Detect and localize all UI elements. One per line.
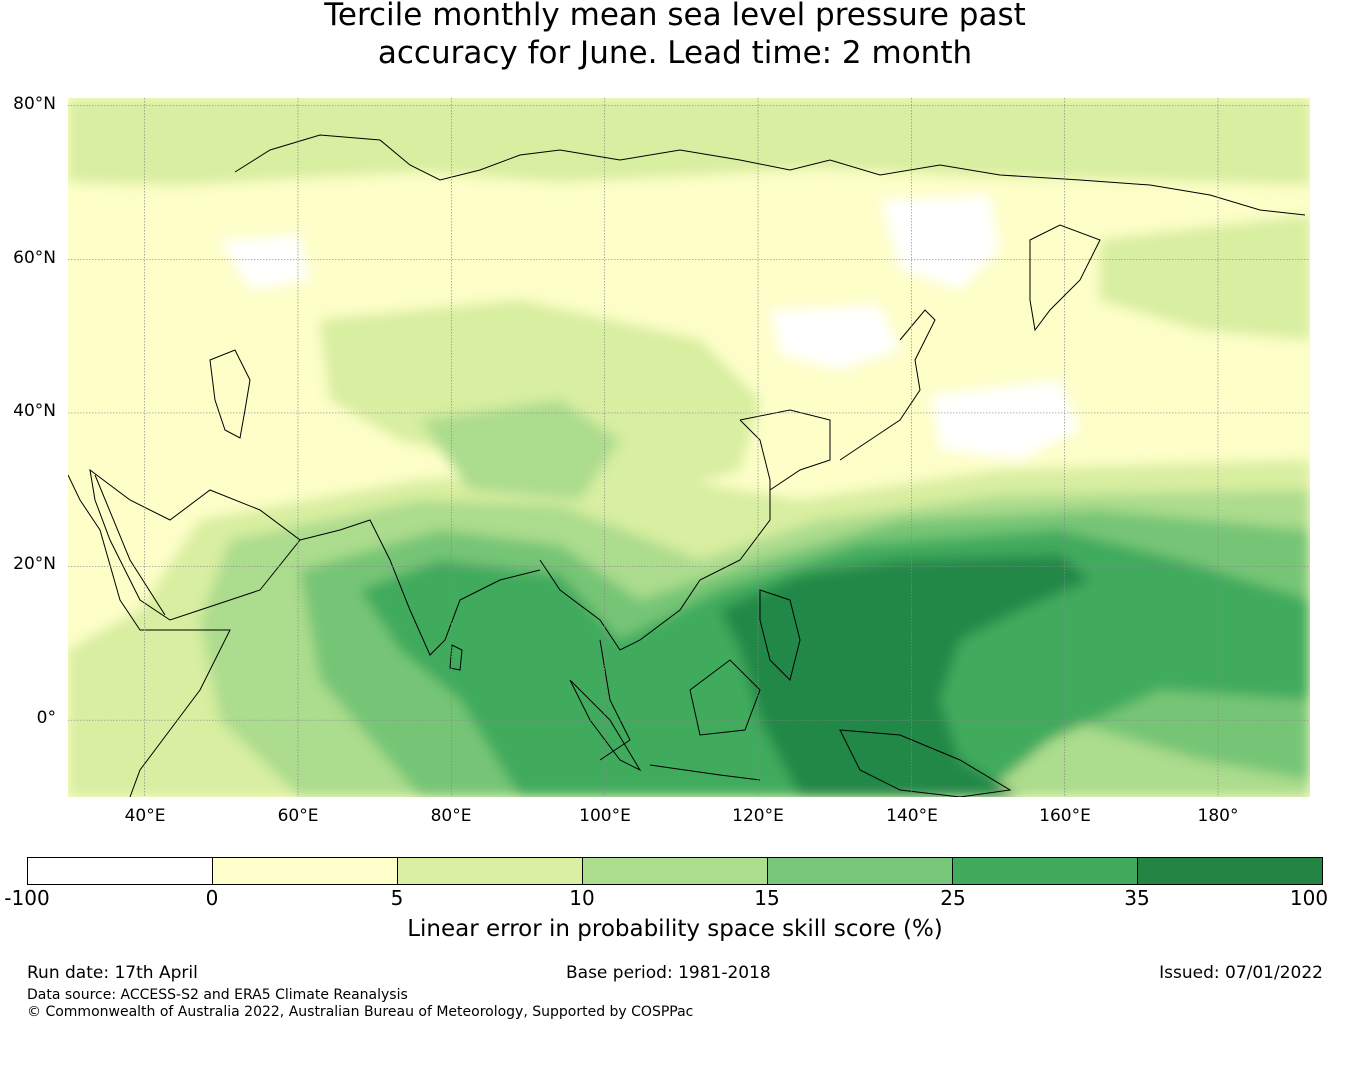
- chart-title-line-1: Tercile monthly mean sea level pressure …: [324, 0, 1026, 33]
- region-white-pacific: [930, 380, 1080, 460]
- colorbar-tick: 100: [1289, 886, 1329, 910]
- colorbar-segment: [583, 858, 768, 884]
- colorbar-segment: [953, 858, 1138, 884]
- coastline-japan: [839, 309, 936, 461]
- skill-score-map: [68, 98, 1310, 797]
- chart-title-line-2: accuracy for June. Lead time: 2 month: [377, 35, 973, 71]
- coastline-arctic: [234, 134, 1306, 216]
- issued-date: Issued: 07/01/2022: [1159, 963, 1323, 983]
- colorbar-tick: 0: [205, 886, 219, 910]
- coastline-china-east: [739, 409, 831, 491]
- colorbar-segment: [213, 858, 398, 884]
- coastline-sumatra: [569, 679, 642, 772]
- coastline-borneo: [689, 659, 761, 736]
- colorbar-tick: 25: [940, 886, 966, 910]
- coastline-india: [299, 519, 541, 656]
- lat-label-20n: 20°N: [13, 554, 56, 574]
- colorbar-tick: 10: [569, 886, 595, 910]
- colorbar-label: Linear error in probability space skill …: [407, 916, 943, 942]
- run-date: Run date: 17th April: [27, 963, 198, 983]
- colorbar-tick: -100: [4, 886, 50, 910]
- coastline-red-sea: [94, 474, 166, 616]
- lon-label-80e: 80°E: [430, 806, 472, 826]
- coastline-caspian: [209, 349, 251, 439]
- coastline-kamchatka: [1029, 224, 1101, 332]
- coastline-philippines: [759, 589, 801, 681]
- region-white-west: [220, 235, 310, 290]
- coastline-new-guinea: [839, 729, 1012, 797]
- lon-label-100e: 100°E: [579, 806, 631, 826]
- data-source: Data source: ACCESS-S2 and ERA5 Climate …: [27, 987, 408, 1003]
- coastline-sri-lanka: [449, 644, 463, 671]
- lon-label-60e: 60°E: [277, 806, 319, 826]
- lon-label-180: 180°: [1197, 806, 1239, 826]
- coastline-africa-east: [68, 474, 231, 797]
- colorbar-segment: [1138, 858, 1322, 884]
- region-35-100: [720, 555, 1090, 797]
- base-period: Base period: 1981-2018: [566, 963, 771, 983]
- lat-label-80n: 80°N: [13, 94, 56, 114]
- lon-label-140e: 140°E: [886, 806, 938, 826]
- region-npacific-5-10: [1100, 215, 1310, 340]
- coastline-arabia: [89, 468, 301, 621]
- lat-label-60n: 60°N: [13, 248, 56, 268]
- colorbar-segment: [398, 858, 583, 884]
- lon-label-40e: 40°E: [124, 806, 166, 826]
- lat-label-40n: 40°N: [13, 401, 56, 421]
- colorbar-tick: 15: [754, 886, 780, 910]
- region-white-siberia: [880, 195, 1000, 290]
- coastline-se-asia: [539, 419, 771, 651]
- colorbar-segment: [28, 858, 213, 884]
- colorbar-tick: 35: [1124, 886, 1150, 910]
- coastline-java: [649, 764, 761, 781]
- region-arctic-5-10: [68, 98, 1310, 185]
- colorbar-segment: [768, 858, 953, 884]
- lat-label-0: 0°: [36, 708, 56, 728]
- lon-label-120e: 120°E: [732, 806, 784, 826]
- region-casia-5-10: [320, 300, 760, 500]
- region-tibet-10-15: [420, 400, 620, 500]
- colorbar-tick: 5: [390, 886, 404, 910]
- region-white-mongolia: [770, 305, 900, 370]
- colorbar: [27, 857, 1323, 885]
- copyright: © Commonwealth of Australia 2022, Austra…: [27, 1004, 694, 1020]
- lon-label-160e: 160°E: [1039, 806, 1091, 826]
